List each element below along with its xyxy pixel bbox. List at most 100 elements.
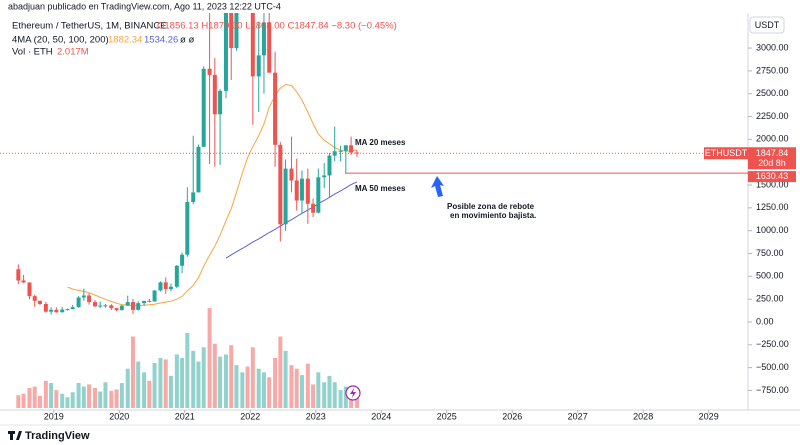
candle-body — [185, 202, 190, 255]
candle-body — [278, 144, 283, 225]
candle-body — [267, 22, 272, 73]
volume-bar — [147, 380, 152, 408]
candle-body — [87, 295, 92, 303]
y-tick-label: 500.00 — [756, 271, 784, 281]
candle-body — [343, 145, 348, 151]
volume-bar — [125, 368, 130, 408]
candle-body — [180, 254, 185, 266]
candle-body — [119, 305, 124, 311]
volume-bar — [81, 386, 86, 408]
candle-body — [174, 265, 179, 287]
legend-volume: Vol · ETH — [12, 47, 53, 58]
annotation: MA 50 meses — [355, 184, 406, 193]
candle-body — [261, 22, 266, 56]
volume-bar — [294, 368, 299, 408]
volume-bar — [354, 393, 359, 408]
currency-button[interactable] — [749, 16, 785, 34]
ma-line — [225, 181, 358, 259]
legend-ma-empty: ø ø — [180, 35, 194, 46]
volume-bar — [267, 377, 272, 408]
candle-body — [196, 146, 201, 193]
candle-body — [109, 305, 114, 309]
candle-body — [49, 309, 54, 312]
candle-body — [98, 305, 103, 307]
candle-body — [37, 300, 42, 304]
plot-area — [16, 13, 359, 408]
legend-ma50-value: 1534.26 — [144, 35, 178, 46]
level-tag: 1630.43 — [756, 171, 789, 181]
volume-bar — [142, 372, 147, 408]
volume-bar — [103, 382, 108, 408]
y-tick-label: 2250.00 — [756, 111, 789, 121]
volume-bar — [201, 347, 206, 408]
candle-body — [322, 175, 327, 178]
candle-body — [158, 282, 163, 291]
candle-body — [327, 155, 332, 176]
y-tick-label: 1500.00 — [756, 179, 789, 189]
candle-body — [294, 180, 299, 201]
candle-body — [354, 152, 359, 154]
x-tick-label: 2029 — [699, 411, 719, 421]
candle-body — [332, 151, 337, 156]
volume-bar — [223, 354, 228, 408]
candle-body — [43, 303, 48, 312]
candle-body — [316, 177, 321, 213]
x-tick-label: 2028 — [633, 411, 653, 421]
candle-body — [32, 296, 37, 301]
volume-bar — [322, 382, 327, 408]
volume-bar — [289, 365, 294, 408]
volume-bar — [305, 363, 310, 408]
volume-bar — [109, 390, 114, 408]
header: abadjuan publicado en TradingView.com, A… — [8, 1, 281, 11]
x-tick-label: 2026 — [502, 411, 522, 421]
candle-body — [338, 150, 343, 152]
candle-body — [250, 13, 255, 77]
x-tick-label: 2027 — [568, 411, 588, 421]
volume-bar — [273, 358, 278, 408]
candle-body — [218, 90, 223, 115]
volume-bar — [207, 308, 212, 408]
candle-body — [54, 309, 59, 313]
y-tick-label: 2000.00 — [756, 134, 789, 144]
candle-body — [229, 13, 234, 49]
annotation: en movimiento bajista. — [450, 211, 536, 220]
candle-body — [212, 74, 217, 115]
x-tick-label: 2025 — [437, 411, 457, 421]
footer-brand: TradingView — [25, 430, 90, 442]
volume-bar — [152, 363, 157, 408]
candle-body — [256, 55, 261, 77]
volume-bar — [311, 384, 316, 408]
candle-body — [299, 178, 304, 201]
volume-bar — [212, 343, 217, 408]
legend-symbol: Ethereum / TetherUS, 1M, BINANCE — [12, 21, 167, 32]
volume-bar — [163, 359, 168, 408]
volume-bar — [174, 354, 179, 408]
volume-bar — [168, 375, 173, 408]
volume-bar — [332, 382, 337, 408]
volume-bar — [299, 375, 304, 408]
footer-logo — [8, 431, 22, 440]
candle-body — [92, 302, 97, 307]
currency[interactable]: USDT — [755, 20, 780, 30]
candle-body — [130, 302, 135, 310]
candle-body — [16, 269, 21, 281]
volume-bar — [49, 383, 54, 408]
candle-body — [201, 68, 206, 147]
volume-bar — [261, 372, 266, 408]
candle-body — [191, 192, 196, 203]
y-tick-label: −250.00 — [756, 339, 789, 349]
volume-bar — [245, 366, 250, 408]
candle-body — [65, 309, 70, 311]
y-tick-label: 750.00 — [756, 248, 784, 258]
volume-bar — [158, 358, 163, 408]
symbol-tag: ETHUSDT — [705, 148, 748, 158]
candle-body — [60, 309, 65, 313]
y-tick-label: 1250.00 — [756, 202, 789, 212]
volume-bar — [327, 375, 332, 408]
ma-line — [67, 84, 358, 307]
volume-bar — [185, 333, 190, 408]
volume-bar — [60, 393, 65, 408]
volume-bar — [16, 395, 21, 408]
volume-bar — [92, 388, 97, 408]
